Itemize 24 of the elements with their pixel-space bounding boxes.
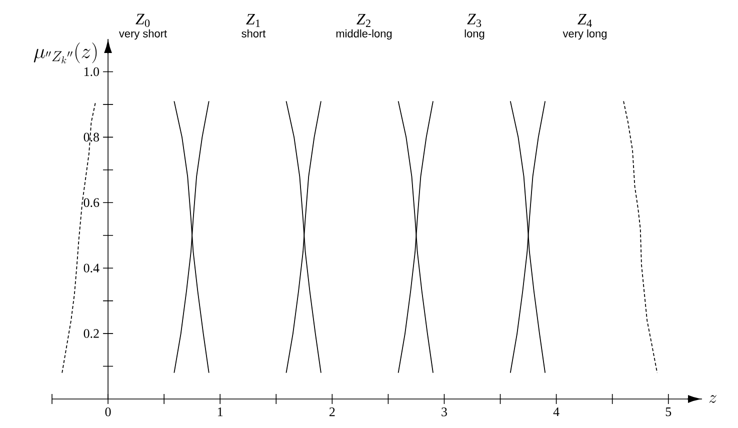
x-tick-label: 1 xyxy=(218,408,223,416)
text: Z$_{3}$ xyxy=(467,14,482,27)
text: Z$_{2}$ xyxy=(356,14,370,27)
y-tick-label: 0.2 xyxy=(84,329,99,338)
x-axis-title: $z$ xyxy=(709,395,716,403)
annotation: long xyxy=(464,29,484,40)
x-tick-label: 3 xyxy=(442,408,447,416)
x-tick-label: 0 xyxy=(105,408,111,416)
x-tick-label: 4 xyxy=(553,408,560,416)
y-tick-label: 0.6 xyxy=(84,198,100,208)
y-axis-title: $\mu_{{}''Z_k{}''}(z)$ xyxy=(34,42,97,64)
text: Z$_{1}$ xyxy=(246,14,260,27)
line-series xyxy=(623,100,658,374)
text: Z$_{0}$ xyxy=(136,14,150,27)
text: Z$_{4}$ xyxy=(578,14,592,27)
annotation: very long xyxy=(562,29,607,40)
y-tick-label: 1.0 xyxy=(84,67,100,76)
text: short xyxy=(242,29,266,38)
annotation: middle-long xyxy=(336,29,392,40)
x-tick-label: 2 xyxy=(329,408,335,416)
annotation: very short xyxy=(118,29,167,40)
y-tick-label: 0.8 xyxy=(84,132,100,142)
y-tick-label: 0.4 xyxy=(84,264,100,272)
x-tick-label: 5 xyxy=(666,408,672,416)
